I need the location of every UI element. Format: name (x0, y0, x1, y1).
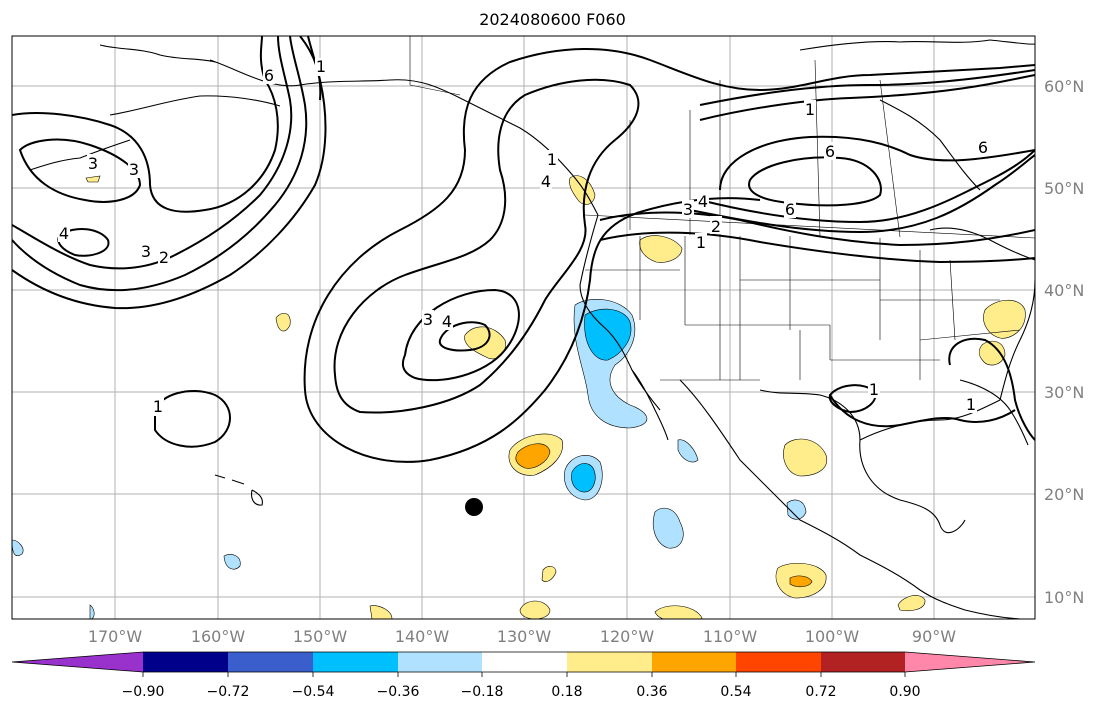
colorbar-segment (143, 652, 228, 672)
lat-label: 60°N (1044, 77, 1084, 96)
contour-label: 1 (153, 397, 163, 416)
lon-label: 90°W (912, 627, 956, 646)
lon-label: 150°W (293, 627, 348, 646)
lat-label: 50°N (1044, 179, 1084, 198)
contour-label: 4 (541, 172, 551, 191)
colorbar-segment (228, 652, 313, 672)
shaded-anomalies (12, 175, 1026, 619)
colorbar: −0.90 −0.72 −0.54 −0.36 −0.18 0.18 0.36 … (11, 651, 1036, 700)
colorbar-extend-low (12, 652, 143, 672)
map-frame (11, 35, 1036, 620)
contour-label: 6 (978, 138, 988, 157)
lat-label: 20°N (1044, 485, 1084, 504)
contour-label: 2 (159, 248, 169, 267)
contour-label: 1 (696, 233, 706, 252)
lat-label: 40°N (1044, 281, 1084, 300)
colorbar-tick-label: −0.54 (292, 684, 335, 700)
contour-label: 6 (785, 200, 795, 219)
lon-label: 160°W (191, 627, 246, 646)
contour-label: 6 (825, 142, 835, 161)
contour-label: 1 (966, 395, 976, 414)
colorbar-tick-label: −0.36 (377, 684, 420, 700)
colorbar-segment (652, 652, 736, 672)
lon-label: 140°W (395, 627, 450, 646)
colorbar-tick-label: 0.54 (720, 684, 751, 700)
lon-label: 100°W (805, 627, 860, 646)
contour-label: 1 (316, 57, 326, 76)
colorbar-tick-label: 0.72 (805, 684, 836, 700)
colorbar-segment (313, 652, 398, 672)
colorbar-segment (821, 652, 905, 672)
colorbar-tick-label: −0.72 (207, 684, 250, 700)
lat-label: 30°N (1044, 383, 1084, 402)
longitude-labels: 170°W 160°W 150°W 140°W 130°W 120°W 110°… (88, 627, 956, 646)
contour-label: 4 (442, 312, 452, 331)
contour-label: 4 (698, 192, 708, 211)
colorbar-tick-label: 0.18 (551, 684, 582, 700)
latitude-labels: 60°N 50°N 40°N 30°N 20°N 10°N (1044, 77, 1084, 607)
contour-label: 6 (264, 66, 274, 85)
colorbar-tick-label: 0.36 (636, 684, 667, 700)
colorbar-segment (736, 652, 821, 672)
colorbar-extend-high (905, 652, 1035, 672)
contour-label: 3 (141, 242, 151, 261)
colorbar-tick-label: 0.90 (889, 684, 920, 700)
map-title: 2024080600 F060 (479, 10, 626, 29)
lon-label: 170°W (88, 627, 143, 646)
contour-label: 2 (711, 217, 721, 236)
contour-label: 1 (869, 380, 879, 399)
contour-label: 1 (805, 100, 815, 119)
contour-label: 4 (59, 224, 69, 243)
contour-label: 3 (88, 154, 98, 173)
lon-label: 110°W (703, 627, 758, 646)
colorbar-segment (482, 652, 567, 672)
contour-label: 1 (547, 150, 557, 169)
colorbar-segment (398, 652, 482, 672)
contour-label: 3 (129, 160, 139, 179)
lon-label: 130°W (497, 627, 552, 646)
colorbar-tick-label: −0.90 (122, 684, 165, 700)
contour-label: 3 (683, 200, 693, 219)
colorbar-tick-label: −0.18 (461, 684, 504, 700)
lat-label: 10°N (1044, 588, 1084, 607)
contour-label: 3 (423, 310, 433, 329)
political-borders (409, 36, 1035, 381)
contour-labels: 3 4 1 2 3 4 6 6 1 6 1 3 3 4 (58, 57, 989, 416)
storm-center-dot (465, 498, 483, 516)
lon-label: 120°W (600, 627, 655, 646)
colorbar-segment (567, 652, 652, 672)
